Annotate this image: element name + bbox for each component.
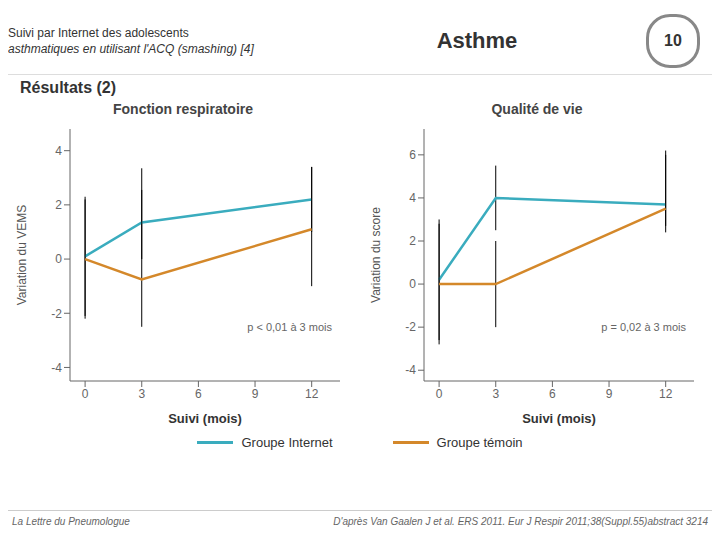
- svg-text:Suivi (mois): Suivi (mois): [522, 411, 596, 426]
- svg-text:Suivi (mois): Suivi (mois): [168, 411, 242, 426]
- html-text:Groupe Internet: Groupe Internet: [241, 435, 333, 450]
- html-text:p = 0,02 à 3 mois: p = 0,02 à 3 mois: [601, 320, 686, 333]
- html-text:Groupe témoin: Groupe témoin: [436, 435, 523, 450]
- svg-text:12: 12: [659, 387, 673, 401]
- svg-text:2: 2: [409, 234, 416, 248]
- svg-text:4: 4: [55, 144, 62, 158]
- svg-text:9: 9: [606, 387, 613, 401]
- svg-text:3: 3: [492, 387, 499, 401]
- svg-text:6: 6: [195, 387, 202, 401]
- svg-text:Variation du VEMS: Variation du VEMS: [15, 205, 29, 306]
- svg-text:6: 6: [409, 148, 416, 162]
- svg-text:0: 0: [436, 387, 443, 401]
- html-text:La Lettre du Pneumologue: La Lettre du Pneumologue: [12, 516, 130, 527]
- svg-text:6: 6: [549, 387, 556, 401]
- html-text:p < 0,01 à 3 mois: p < 0,01 à 3 mois: [247, 320, 332, 333]
- html-text:Résultats (2): Résultats (2): [20, 79, 116, 96]
- svg-text:0: 0: [55, 252, 62, 266]
- svg-text:2: 2: [55, 198, 62, 212]
- svg-text:0: 0: [409, 277, 416, 291]
- svg-text:3: 3: [138, 387, 145, 401]
- html-text:10: 10: [664, 32, 682, 49]
- svg-text:-2: -2: [405, 320, 416, 334]
- svg-text:12: 12: [305, 387, 319, 401]
- svg-text:Variation du score: Variation du score: [369, 207, 383, 303]
- html-text:Fonction respiratoire: Fonction respiratoire: [113, 101, 253, 117]
- svg-text:-4: -4: [405, 363, 416, 377]
- html-text:Asthme: Asthme: [436, 28, 518, 53]
- svg-text:-2: -2: [51, 307, 62, 321]
- html-text:Qualité de vie: Qualité de vie: [491, 101, 583, 117]
- html-text:asthmatiques en utilisant l'AC: asthmatiques en utilisant l'ACQ (smashin…: [8, 42, 254, 56]
- html-text:Suivi par Internet des adolesc: Suivi par Internet des adolescents: [8, 26, 189, 40]
- svg-text:0: 0: [82, 387, 89, 401]
- svg-text:-4: -4: [51, 361, 62, 375]
- html-text:D'après Van Gaalen J et al. ER: D'après Van Gaalen J et al. ERS 2011. Eu…: [333, 516, 708, 527]
- svg-text:9: 9: [252, 387, 259, 401]
- svg-text:4: 4: [409, 191, 416, 205]
